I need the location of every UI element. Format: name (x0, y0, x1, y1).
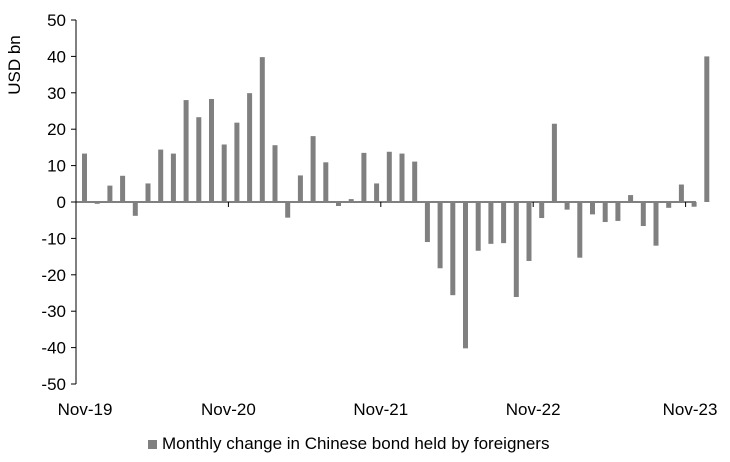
bar (412, 161, 418, 202)
x-tick-label: Nov-20 (201, 400, 256, 419)
x-tick-label: Nov-22 (506, 400, 561, 419)
bar (513, 202, 519, 297)
bar (259, 57, 265, 202)
bar (297, 175, 303, 202)
bar (323, 162, 329, 202)
bar (602, 202, 608, 223)
y-tick-label: -40 (41, 339, 66, 358)
legend-label: Monthly change in Chinese bond held by f… (162, 434, 550, 453)
x-axis: Nov-19 Nov-20 Nov-21 Nov-22 Nov-23 (58, 201, 718, 419)
bar (653, 202, 659, 246)
bar (285, 202, 291, 218)
bar (120, 175, 126, 202)
y-axis-label: USD bn (5, 35, 24, 95)
bar (590, 202, 595, 215)
bar (107, 185, 113, 202)
x-tick-label: Nov-23 (663, 400, 718, 419)
y-tick-label: 30 (47, 84, 66, 103)
bar (272, 145, 278, 202)
y-tick-label: 0 (57, 193, 66, 212)
y-tick-label: -20 (41, 266, 66, 285)
x-tick-label: Nov-21 (353, 400, 408, 419)
bar (209, 98, 214, 202)
bar (247, 93, 253, 202)
bar (437, 202, 443, 269)
y-tick-label: -10 (41, 229, 66, 248)
bar (501, 202, 507, 244)
bar (158, 149, 164, 202)
bar (183, 100, 189, 202)
bar (539, 202, 545, 219)
bar (564, 202, 570, 210)
bar (310, 136, 316, 202)
y-tick-label: 10 (47, 157, 66, 176)
bar (450, 202, 456, 296)
legend-swatch (148, 439, 157, 449)
bar (386, 151, 392, 202)
bar (526, 202, 532, 261)
y-tick-label: -30 (41, 302, 66, 321)
y-tick-label: -50 (41, 375, 66, 394)
bar (666, 202, 672, 208)
y-tick-label: 20 (47, 120, 66, 139)
bar (615, 202, 621, 221)
bar (488, 202, 494, 244)
bar (463, 202, 468, 349)
y-tick-label: 40 (47, 47, 66, 66)
bar (551, 123, 557, 202)
bar (170, 153, 176, 202)
bar (336, 202, 341, 206)
bar (221, 144, 227, 202)
bar (361, 152, 367, 202)
bar (475, 202, 481, 251)
bar (82, 153, 87, 202)
bar (399, 153, 405, 202)
y-axis: 50 40 30 20 10 0 -10 -20 -30 -40 -50 (41, 11, 77, 394)
bar (348, 199, 354, 202)
bar-series (82, 56, 710, 349)
bar (691, 202, 697, 207)
bar (577, 202, 583, 258)
bar (374, 183, 380, 202)
bar (678, 184, 684, 202)
x-tick-label: Nov-19 (58, 400, 113, 419)
bar (628, 195, 634, 202)
bar (234, 122, 240, 202)
bar (132, 202, 138, 216)
y-tick-label: 50 (47, 11, 66, 30)
legend: Monthly change in Chinese bond held by f… (148, 434, 549, 454)
bar (704, 56, 710, 203)
bar (145, 183, 151, 202)
bar (424, 202, 430, 243)
bar (640, 202, 646, 227)
bar (196, 117, 202, 202)
bar (94, 202, 100, 204)
